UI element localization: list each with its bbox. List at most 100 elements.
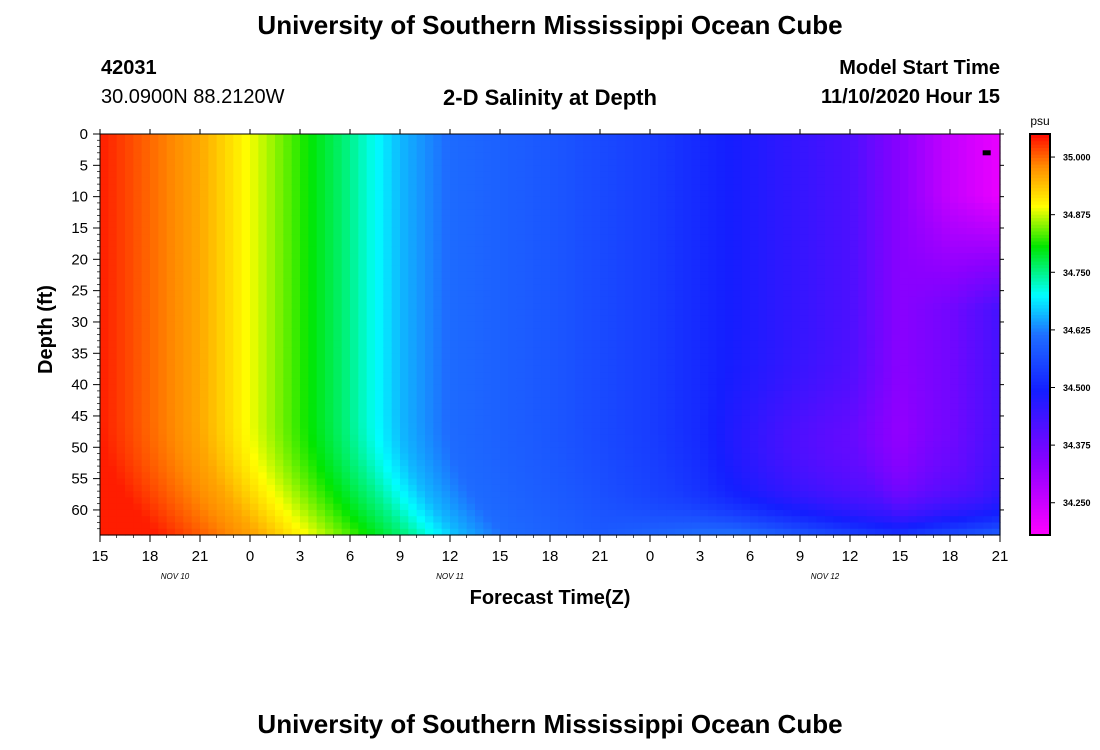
heatmap-cell <box>333 278 343 285</box>
heatmap-cell <box>541 246 551 254</box>
heatmap-cell <box>700 441 709 448</box>
heatmap-cell <box>208 240 218 248</box>
heatmap-cell <box>591 265 601 273</box>
heatmap-cell <box>716 221 726 229</box>
heatmap-cell <box>241 315 251 323</box>
heatmap-cell <box>341 522 351 530</box>
heatmap-cell <box>691 415 701 423</box>
heatmap-cell <box>233 491 243 499</box>
heatmap-cell <box>641 202 651 210</box>
heatmap-cell <box>175 321 184 329</box>
heatmap-cell <box>166 353 176 361</box>
heatmap-cell <box>141 415 151 423</box>
heatmap-cell <box>233 240 243 248</box>
heatmap-cell <box>408 284 418 292</box>
heatmap-cell <box>541 209 551 217</box>
heatmap-cell <box>433 196 443 204</box>
heatmap-cell <box>141 165 151 173</box>
heatmap-cell <box>266 466 276 473</box>
heatmap-cell <box>650 497 659 505</box>
heatmap-cell <box>550 409 559 417</box>
heatmap-cell <box>391 309 401 317</box>
heatmap-cell <box>300 516 309 524</box>
heatmap-cell <box>641 196 651 204</box>
heatmap-cell <box>191 434 201 442</box>
heatmap-cell <box>416 509 426 517</box>
heatmap-cell <box>258 265 268 273</box>
heatmap-cell <box>525 271 534 279</box>
heatmap-cell <box>191 184 201 191</box>
heatmap-cell <box>425 209 434 217</box>
heatmap-cell <box>275 409 284 417</box>
heatmap-cell <box>608 484 618 492</box>
heatmap-cell <box>683 215 693 223</box>
heatmap-cell <box>175 528 184 536</box>
heatmap-cell <box>583 315 593 323</box>
heatmap-cell <box>150 328 159 336</box>
heatmap-cell <box>158 522 168 530</box>
heatmap-cell <box>408 497 418 505</box>
heatmap-cell <box>583 522 593 530</box>
heatmap-cell <box>275 328 284 336</box>
heatmap-cell <box>583 290 593 298</box>
heatmap-cell <box>441 434 451 442</box>
heatmap-cell <box>183 278 193 285</box>
heatmap-cell <box>683 516 693 524</box>
heatmap-cell <box>241 271 251 279</box>
heatmap-cell <box>650 340 659 348</box>
heatmap-cell <box>275 221 284 229</box>
heatmap-cell <box>108 353 118 361</box>
heatmap-cell <box>258 328 268 336</box>
heatmap-cell <box>500 171 509 179</box>
heatmap-cell <box>458 146 468 154</box>
heatmap-cell <box>383 321 393 329</box>
heatmap-cell <box>558 459 568 467</box>
heatmap-cell <box>383 284 393 292</box>
heatmap-cell <box>400 290 409 298</box>
heatmap-cell <box>700 528 709 536</box>
heatmap-cell <box>316 171 326 179</box>
heatmap-cell <box>483 296 493 304</box>
heatmap-cell <box>208 397 218 405</box>
heatmap-cell <box>625 152 634 160</box>
heatmap-cell <box>741 290 751 298</box>
heatmap-cell <box>733 378 743 386</box>
heatmap-cell <box>491 509 501 517</box>
heatmap-cell <box>716 215 726 223</box>
heatmap-cell <box>725 246 734 254</box>
heatmap-cell <box>591 309 601 317</box>
heatmap-cell <box>666 140 676 148</box>
heatmap-cell <box>116 353 126 361</box>
heatmap-cell <box>216 259 226 267</box>
heatmap-cell <box>416 234 426 242</box>
heatmap-cell <box>350 278 359 285</box>
heatmap-cell <box>350 209 359 217</box>
heatmap-cell <box>208 253 218 260</box>
heatmap-cell <box>691 428 701 436</box>
heatmap-cell <box>483 478 493 486</box>
heatmap-cell <box>516 459 526 467</box>
heatmap-cell <box>266 134 276 141</box>
heatmap-cell <box>625 415 634 423</box>
heatmap-cell <box>250 296 259 304</box>
heatmap-cell <box>650 309 659 317</box>
heatmap-cell <box>583 378 593 386</box>
heatmap-cell <box>558 359 568 367</box>
heatmap-cell <box>191 328 201 336</box>
heatmap-cell <box>691 434 701 442</box>
heatmap-cell <box>650 453 659 461</box>
heatmap-cell <box>733 334 743 342</box>
heatmap-cell <box>716 466 726 473</box>
heatmap-cell <box>300 159 309 166</box>
heatmap-cell <box>208 484 218 492</box>
heatmap-cell <box>308 159 318 166</box>
heatmap-cell <box>358 353 368 361</box>
heatmap-cell <box>683 196 693 204</box>
heatmap-cell <box>300 278 309 285</box>
heatmap-cell <box>558 140 568 148</box>
heatmap-cell <box>141 177 151 185</box>
heatmap-cell <box>600 227 609 235</box>
heatmap-cell <box>666 428 676 436</box>
heatmap-cell <box>591 240 601 248</box>
heatmap-cell <box>733 296 743 304</box>
